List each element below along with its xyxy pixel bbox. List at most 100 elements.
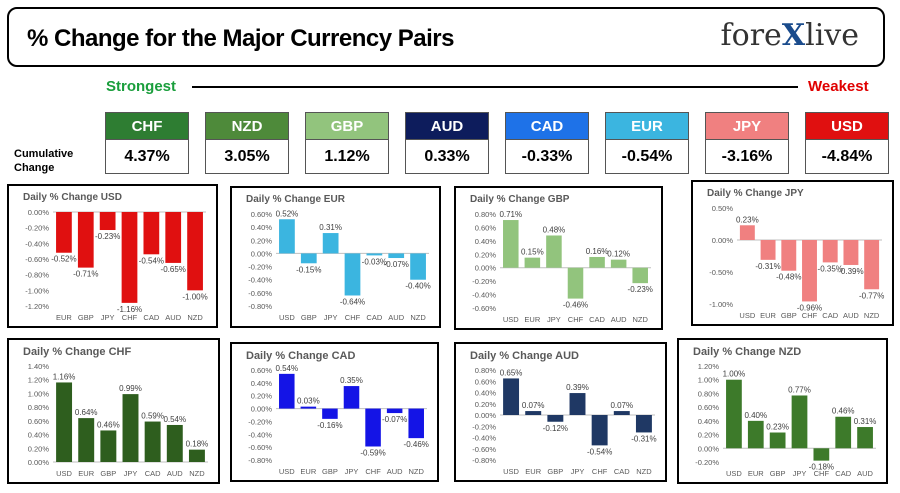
currency-box-jpy: JPY -3.16% (705, 112, 789, 174)
x-category-label: CHF (365, 467, 381, 476)
data-label: -0.54% (139, 256, 164, 265)
data-label: 0.23% (736, 215, 759, 224)
data-label: -0.23% (628, 285, 653, 294)
x-category-label: USD (279, 467, 295, 476)
y-tick-label: 0.80% (28, 403, 50, 412)
x-category-label: CHF (802, 311, 818, 320)
chart-title: Daily % Change NZD (693, 346, 802, 358)
data-label: -0.71% (73, 270, 98, 279)
y-tick-label: -0.80% (472, 456, 496, 465)
y-tick-label: 0.00% (251, 405, 273, 414)
bar-jpy (791, 395, 808, 449)
bar-eur (78, 418, 95, 462)
bar-chf (591, 415, 608, 446)
bar-usd (726, 379, 742, 449)
y-tick-label: 1.40% (28, 362, 50, 371)
y-tick-label: -0.40% (248, 430, 272, 439)
data-label: -0.40% (405, 282, 430, 291)
y-tick-label: 1.20% (28, 376, 50, 385)
bar-aud (843, 240, 859, 265)
x-category-label: GBP (301, 313, 317, 322)
currency-cumulative-value: -0.33% (505, 140, 589, 174)
bar-aud (165, 212, 182, 263)
y-tick-label: -1.20% (25, 302, 49, 311)
x-category-label: CHF (592, 467, 608, 476)
x-category-label: EUR (56, 313, 72, 322)
bar-eur (300, 406, 317, 409)
data-label: -0.96% (797, 303, 822, 312)
y-tick-label: 0.40% (475, 237, 497, 246)
bar-usd (503, 220, 519, 268)
x-category-label: AUD (167, 469, 183, 478)
bar-usd (503, 378, 520, 415)
y-tick-label: -0.20% (248, 417, 272, 426)
data-label: 0.07% (522, 401, 545, 410)
currency-code: JPY (705, 112, 789, 140)
data-label: -0.12% (543, 424, 568, 433)
y-tick-label: -0.20% (695, 458, 719, 467)
data-label: -0.31% (631, 434, 656, 443)
y-tick-label: 0.40% (28, 431, 50, 440)
chart-title: Daily % Change CHF (23, 346, 132, 358)
data-label: 0.12% (607, 250, 630, 259)
bar-cad (822, 240, 838, 263)
bar-gbp (781, 240, 797, 271)
currency-code: EUR (605, 112, 689, 140)
y-tick-label: 0.00% (251, 249, 273, 258)
y-tick-label: 0.20% (251, 392, 273, 401)
data-label: -0.16% (317, 421, 342, 430)
chart-title: Daily % Change GBP (470, 194, 570, 205)
x-category-label: CAD (145, 469, 161, 478)
x-category-label: GBP (547, 467, 563, 476)
bar-chf (121, 212, 138, 303)
data-label: -0.46% (563, 301, 588, 310)
chart-panel-aud: Daily % Change AUD 0.80% 0.60% 0.40% 0.20% 0.… (454, 342, 667, 482)
data-label: -0.39% (838, 267, 863, 276)
bar-aud (386, 408, 403, 414)
bar-nzd (864, 240, 880, 290)
bar-jpy (322, 233, 339, 254)
x-category-label: EUR (760, 311, 776, 320)
x-category-label: NZD (189, 469, 205, 478)
bar-eur (56, 212, 72, 253)
currency-cumulative-value: 1.12% (305, 140, 389, 174)
y-tick-label: 1.00% (698, 376, 720, 385)
y-tick-label: -0.40% (248, 276, 272, 285)
data-label: 0.54% (163, 415, 186, 424)
bar-nzd (632, 267, 648, 284)
x-category-label: EUR (525, 467, 541, 476)
data-label: -0.52% (51, 255, 76, 264)
data-label: 0.71% (499, 210, 522, 219)
currency-box-nzd: NZD 3.05% (205, 112, 289, 174)
y-tick-label: -0.40% (472, 291, 496, 300)
data-label: 0.03% (297, 397, 320, 406)
y-tick-label: -1.00% (709, 300, 733, 309)
header-banner: % Change for the Major Currency Pairs fo… (7, 7, 885, 67)
data-label: 0.64% (75, 408, 98, 417)
currency-cumulative-value: 4.37% (105, 140, 189, 174)
x-category-label: USD (503, 467, 519, 476)
data-label: -0.23% (95, 232, 120, 241)
bar-cad (613, 411, 630, 415)
bar-nzd (408, 408, 424, 439)
logo-suffix: live (805, 18, 859, 53)
data-label: -0.64% (340, 297, 365, 306)
bar-gbp (300, 253, 317, 264)
y-tick-label: 0.60% (251, 210, 273, 219)
bar-chart: 0.50% 0.00% -0.50% -1.00% 0.23% USD -0.31% EUR -… (709, 204, 884, 320)
bar-usd (739, 225, 755, 240)
x-category-label: CAD (614, 467, 630, 476)
x-category-label: AUD (611, 315, 627, 324)
y-tick-label: -0.20% (25, 224, 49, 233)
x-category-label: USD (739, 311, 755, 320)
y-tick-label: 1.00% (28, 389, 50, 398)
data-label: -1.16% (117, 305, 142, 314)
bar-chart: 0.60% 0.40% 0.20% 0.00% -0.20% -0.40% -0.60% -0… (248, 209, 431, 322)
strongest-label: Strongest (106, 78, 177, 95)
data-label: 0.77% (788, 385, 811, 394)
data-label: -0.65% (161, 265, 186, 274)
bar-chf (802, 240, 817, 302)
data-label: 0.39% (566, 383, 589, 392)
y-tick-label: 0.80% (475, 210, 497, 219)
currency-box-gbp: GBP 1.12% (305, 112, 389, 174)
